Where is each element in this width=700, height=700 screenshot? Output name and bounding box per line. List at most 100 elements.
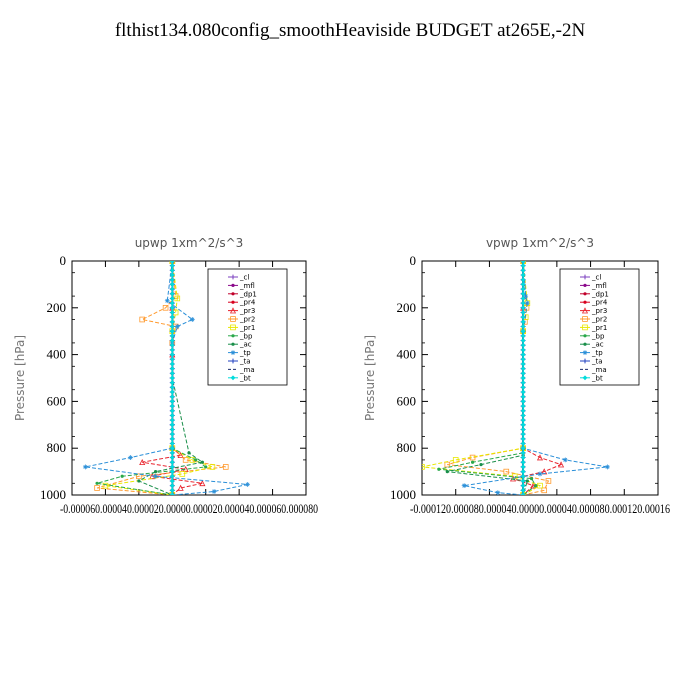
data-point [537, 482, 543, 489]
y-tick-label: 0 [410, 253, 417, 268]
data-point [520, 436, 526, 442]
legend-marker [230, 324, 236, 331]
legend-marker [583, 283, 587, 287]
legend-marker [582, 324, 588, 331]
data-point [102, 482, 109, 489]
series-line [96, 261, 226, 495]
data-point [164, 298, 170, 304]
data-point [169, 403, 175, 409]
data-point [520, 422, 526, 428]
legend-label: _tp [239, 349, 251, 357]
data-point [153, 470, 158, 474]
legend-item: _mfl [580, 282, 607, 290]
legend-item: _ma [228, 366, 255, 374]
legend-box [207, 268, 288, 386]
data-point [605, 464, 610, 470]
data-point [422, 464, 425, 470]
data-point [169, 427, 175, 432]
data-point [169, 384, 175, 390]
plot-area [82, 261, 250, 495]
legend-label: _dp1 [591, 290, 609, 298]
legend: _cl_mfl_dp1_pr4_pr3_pr2_pr1_bp_ac_tp_ta_… [207, 268, 288, 386]
data-point [169, 366, 175, 372]
data-point [169, 478, 175, 484]
data-point [169, 445, 175, 451]
data-point [520, 328, 526, 334]
data-point [94, 485, 100, 491]
series-pr2 [444, 261, 552, 495]
data-point [169, 450, 175, 456]
legend-label: _tp [591, 349, 603, 357]
data-point [520, 478, 526, 484]
data-point [461, 483, 467, 489]
data-point [169, 380, 175, 386]
data-point [520, 361, 526, 367]
legend-label: _cl [591, 274, 601, 282]
y-tick-label: 200 [397, 300, 417, 315]
y-axis-label: Pressure [hPa] [13, 335, 27, 421]
legend-marker [582, 350, 588, 355]
data-point [169, 469, 175, 474]
data-point [520, 380, 526, 386]
data-point [520, 389, 526, 395]
data-point [169, 286, 175, 292]
data-point [529, 477, 534, 481]
y-tick-label: 1000 [40, 487, 66, 502]
legend-label: _pr2 [591, 316, 607, 324]
data-point [437, 467, 441, 471]
legend-marker [230, 316, 236, 322]
y-tick-label: 600 [397, 393, 417, 408]
data-point [211, 489, 217, 494]
y-axis-label: Pressure [hPa] [363, 335, 377, 421]
data-point [169, 328, 175, 334]
y-tick-label: 600 [47, 393, 67, 408]
data-point [169, 492, 175, 495]
data-point [520, 459, 526, 465]
series-line [447, 261, 550, 495]
data-point [503, 468, 510, 475]
data-point [174, 324, 180, 329]
legend-item: _bt [580, 374, 603, 382]
data-point [153, 473, 158, 479]
y-tick-label: 800 [47, 440, 67, 455]
data-point [520, 267, 526, 273]
legend-item: _cl [580, 274, 601, 282]
data-point [520, 413, 526, 418]
data-point [169, 333, 175, 339]
legend-marker [230, 350, 236, 355]
legend-label: _ac [591, 341, 604, 349]
legend-item: _bp [228, 332, 253, 340]
data-point [520, 261, 526, 264]
data-point [245, 482, 250, 487]
data-point [187, 451, 191, 455]
data-point [495, 490, 501, 495]
data-point [520, 370, 526, 376]
panel-title: upwp 1xm^2/s^3 [135, 236, 244, 250]
data-point [82, 464, 88, 470]
legend-marker [583, 342, 587, 346]
legend-label: _ta [239, 358, 251, 366]
data-point [445, 470, 449, 474]
data-point [169, 347, 175, 353]
data-point [444, 461, 451, 468]
data-point [520, 469, 526, 474]
legend-marker [231, 283, 235, 287]
data-point [169, 455, 175, 460]
data-point [169, 267, 175, 273]
data-point [536, 454, 544, 461]
data-point [520, 450, 526, 456]
plot-frame [421, 260, 659, 496]
y-tick-label: 400 [397, 347, 417, 362]
legend-item: _pr1 [580, 324, 607, 332]
data-point [520, 399, 526, 404]
data-point [169, 413, 175, 418]
data-point [209, 464, 216, 470]
data-point [520, 417, 526, 423]
data-point [520, 338, 526, 343]
data-point [520, 352, 526, 357]
data-point [169, 305, 175, 311]
legend-label: _pr4 [591, 299, 608, 307]
data-point [520, 300, 526, 306]
legend-item: _pr1 [228, 324, 255, 332]
data-point [169, 389, 175, 395]
